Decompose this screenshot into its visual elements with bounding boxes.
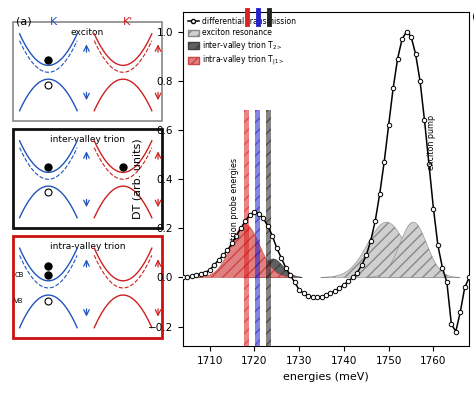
Text: (b): (b) <box>472 12 474 22</box>
Text: K: K <box>49 17 57 27</box>
Text: trion probe energies: trion probe energies <box>230 158 239 240</box>
X-axis label: energies (meV): energies (meV) <box>283 372 369 382</box>
Text: inter-valley trion: inter-valley trion <box>50 135 125 144</box>
Bar <box>13 236 162 338</box>
Bar <box>13 22 162 121</box>
Text: exciton: exciton <box>71 28 104 37</box>
Y-axis label: DT (arb. units): DT (arb. units) <box>132 139 142 219</box>
Text: exciton pump: exciton pump <box>427 115 436 170</box>
Text: CB: CB <box>14 272 24 278</box>
Legend: differential transmission, exciton resonance, inter-valley trion T$_{2>}$, intra: differential transmission, exciton reson… <box>187 16 297 70</box>
Text: K': K' <box>122 17 133 27</box>
Text: intra-valley trion: intra-valley trion <box>49 242 125 251</box>
Bar <box>13 129 162 228</box>
Text: VB: VB <box>14 298 24 304</box>
Text: (a): (a) <box>16 17 31 27</box>
